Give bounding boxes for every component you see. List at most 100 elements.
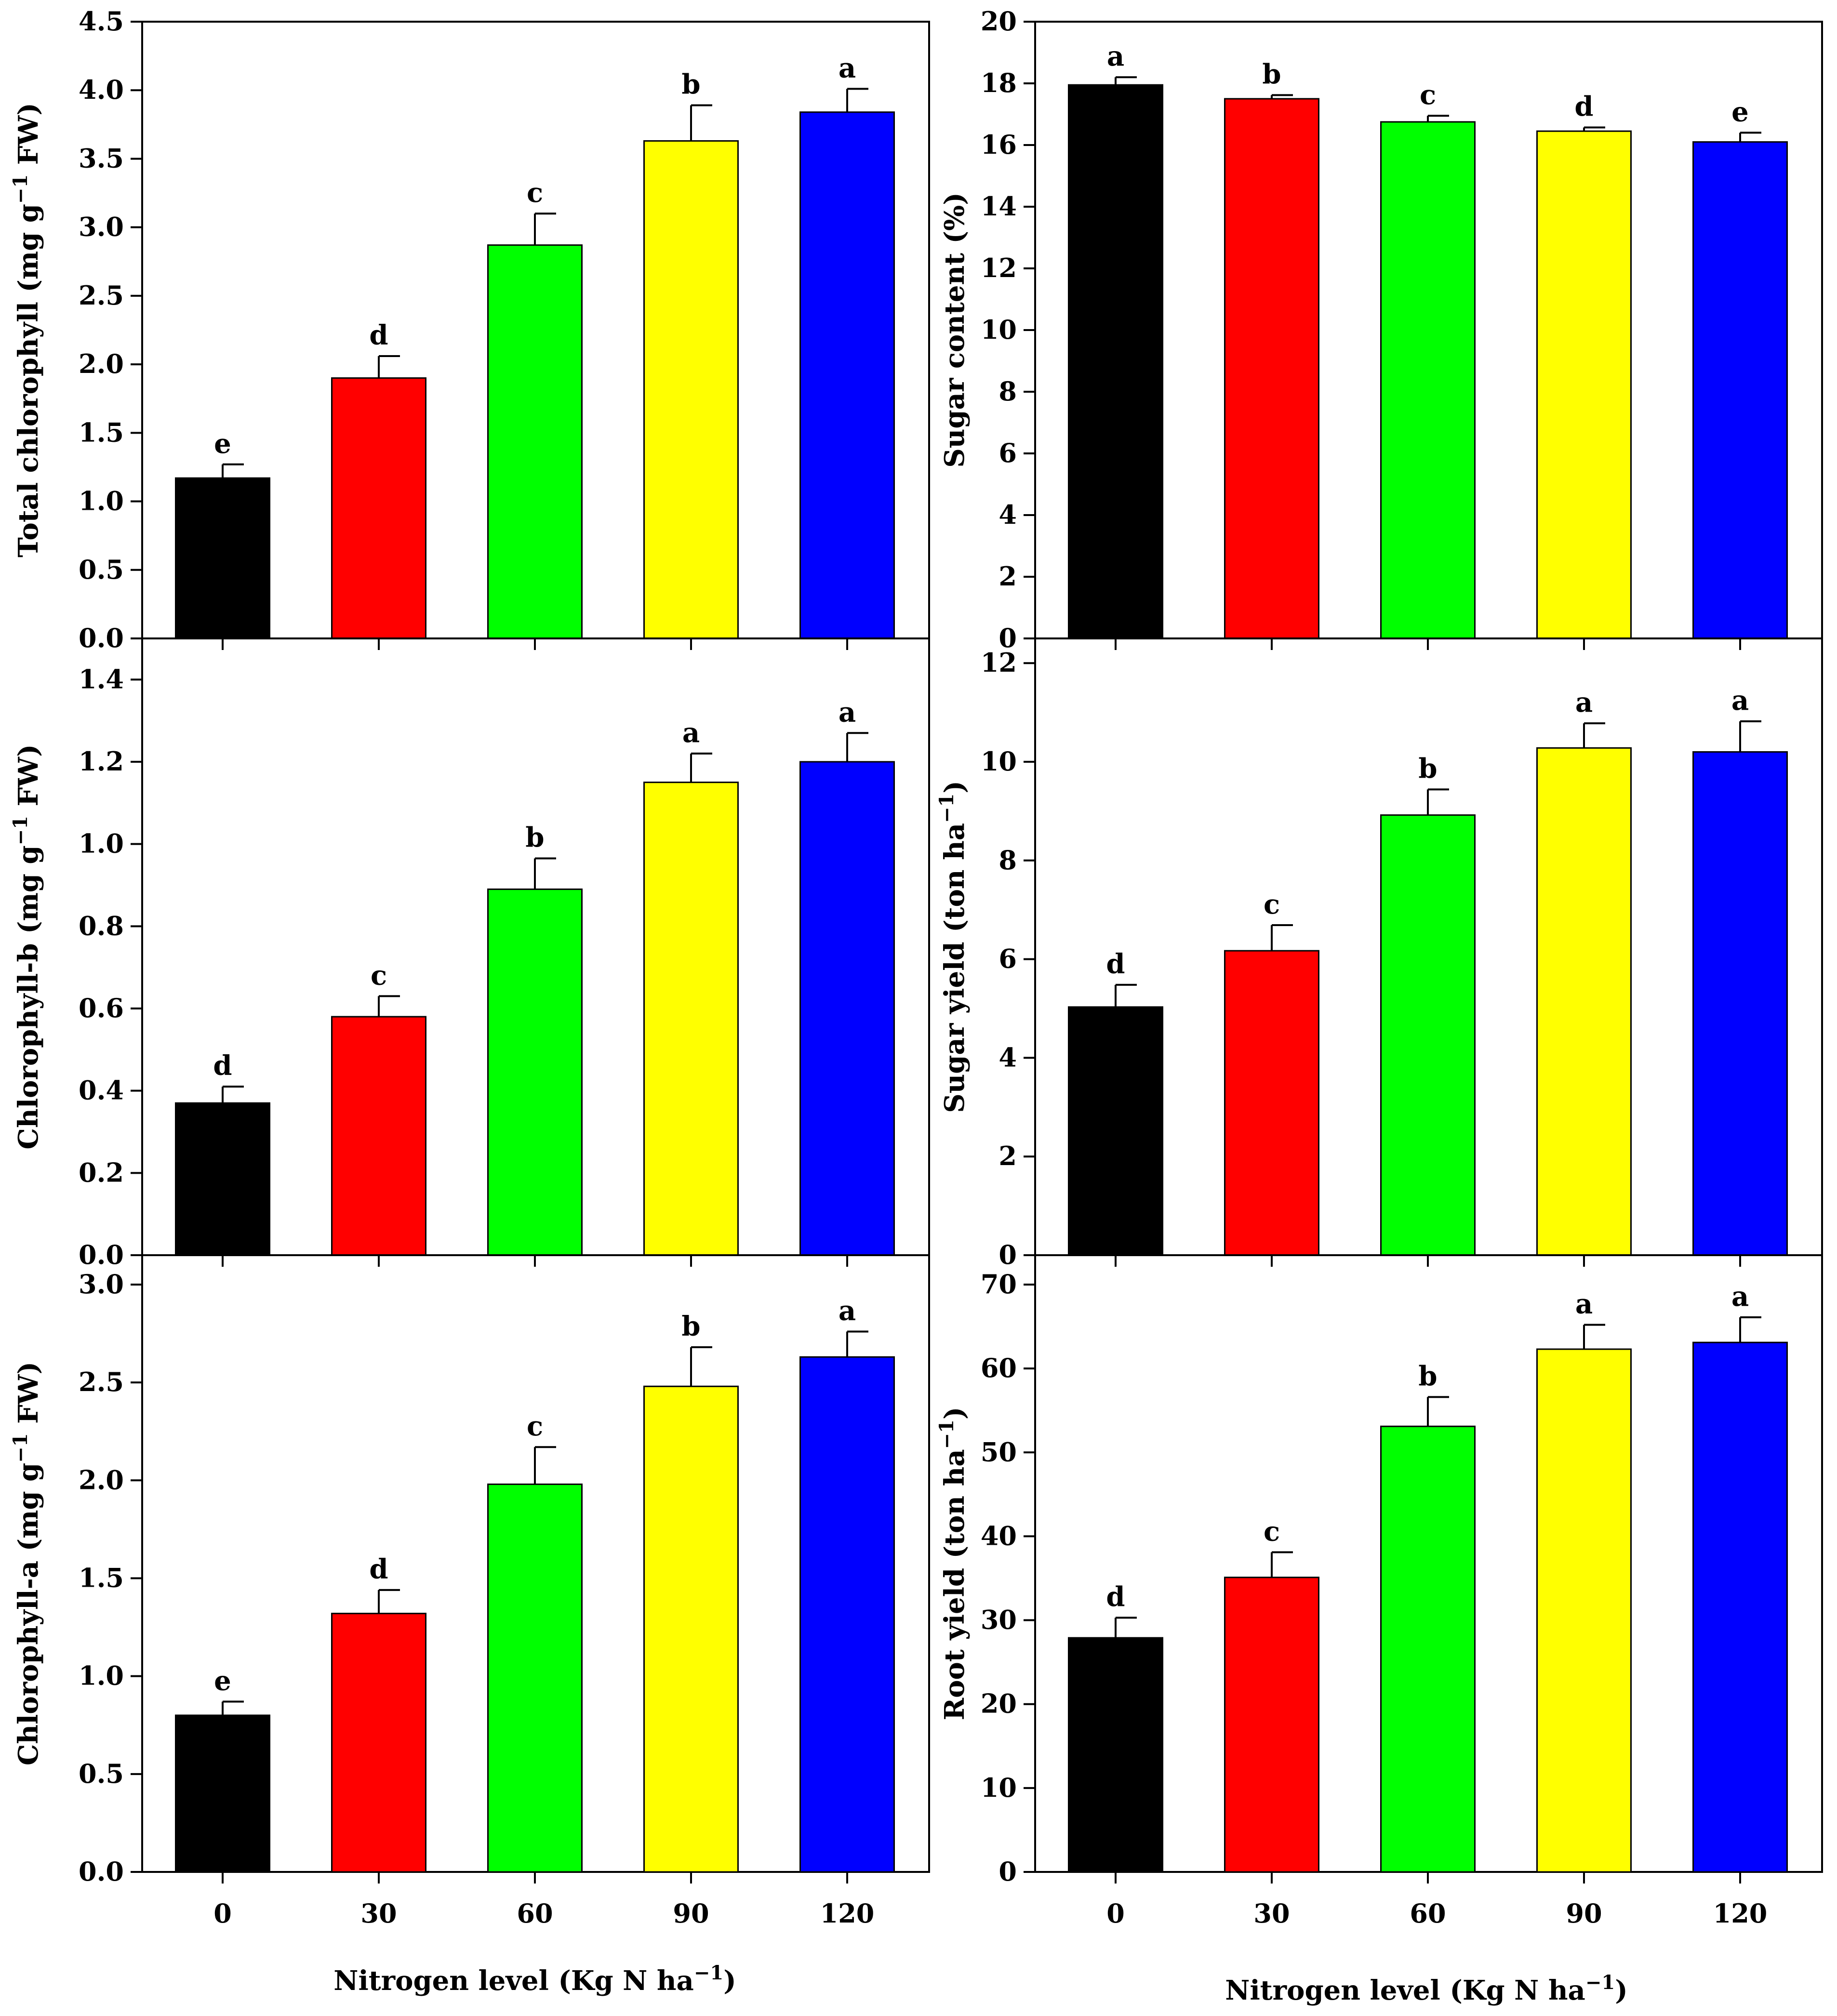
sugar-yield-y-axis-label-sup: −1 [935,794,958,823]
panel-sugar-content: 0 2 4 6 8 10 12 14 16 18 20 a b c d e Sugar content (%) [939,6,1823,653]
root-yield-y-tick-label: 70 [981,1269,1017,1300]
chlorophyll-b-y-tick-label: 0.0 [79,1239,124,1270]
chlorophyll-b-significance-letter-120: a [839,696,856,728]
chlorophyll-b-bar-0 [175,1102,270,1256]
sugar-content-bar-0 [1068,84,1163,639]
chlorophyll-a-y-tick-label: 2.5 [79,1366,124,1397]
sugar-yield-bar-30 [1224,950,1319,1256]
total-chlorophyll-y-axis-label-text: Total chlorophyll (mg g [13,204,44,557]
chlorophyll-a-x-tick-label-60: 60 [517,1898,553,1929]
sugar-content-y-tick-label: 6 [998,438,1017,468]
sugar-content-y-tick-label: 2 [998,561,1017,592]
sugar-yield-significance-letter-30: c [1264,889,1280,920]
sugar-yield-y-tick-label: 10 [981,746,1017,777]
chlorophyll-a-y-tick-label: 0.5 [79,1758,124,1789]
sugar-yield-y-tick-label: 8 [998,845,1017,875]
x-axis-label-right: Nitrogen level (Kg N ha−1) [1225,1971,1627,2006]
total-chlorophyll-y-tick-label: 4.0 [79,74,124,105]
chlorophyll-b-y-tick-label: 0.2 [79,1157,124,1188]
sugar-yield-y-axis-label-end: ) [939,781,971,794]
root-yield-y-axis-label: Root yield (ton ha−1) [935,1407,971,1721]
total-chlorophyll-y-axis-label-sup: −1 [9,174,32,204]
chlorophyll-b-y-axis-label-sup: −1 [9,816,32,845]
root-yield-y-axis-label-text: Root yield (ton ha [939,1449,971,1720]
sugar-content-significance-letter-90: d [1574,91,1593,123]
chlorophyll-a-y-axis-label: Chlorophyll-a (mg g−1 FW) [9,1362,44,1765]
chlorophyll-a-y-tick-label: 1.0 [79,1660,124,1691]
panel-chlorophyll-b: 0.0 0.2 0.4 0.6 0.8 1.0 1.2 1.4 d c b a a Chlorophyll… [9,637,930,1270]
chlorophyll-b-significance-letter-30: c [371,959,387,991]
chlorophyll-b-y-tick-label: 0.6 [79,993,124,1023]
sugar-content-significance-letter-120: e [1731,96,1749,128]
root-yield-x-tick-label-30: 30 [1253,1898,1290,1929]
total-chlorophyll-y-axis-label: Total chlorophyll (mg g−1 FW) [9,103,44,557]
total-chlorophyll-bar-0 [175,477,270,639]
chlorophyll-a-significance-letter-30: d [369,1553,388,1585]
sugar-content-y-tick-label: 14 [981,191,1017,222]
total-chlorophyll-y-axis-label-end: FW) [13,103,44,174]
sugar-content-y-tick-label: 4 [998,499,1017,530]
root-yield-significance-letter-0: d [1106,1581,1125,1613]
chlorophyll-b-significance-letter-60: b [525,822,544,854]
total-chlorophyll-significance-letter-90: b [681,69,700,101]
sugar-content-y-tick-label: 10 [981,314,1017,345]
total-chlorophyll-significance-letter-0: e [214,428,231,460]
x-axis-label-right-end: ) [1615,1975,1628,2006]
root-yield-bar-0 [1068,1637,1163,1873]
chlorophyll-a-y-axis-label-sup: −1 [9,1433,32,1462]
sugar-content-y-tick-label: 8 [998,376,1017,407]
root-yield-x-tick-label-60: 60 [1410,1898,1446,1929]
x-axis-label-left-end: ) [723,1965,736,1997]
chlorophyll-a-x-tick-label-30: 30 [360,1898,397,1929]
chlorophyll-a-x-tick-label-0: 0 [213,1898,232,1929]
total-chlorophyll-y-tick-label: 1.5 [79,417,124,448]
sugar-yield-bar-90 [1536,747,1632,1256]
root-yield-bar-30 [1224,1577,1319,1873]
sugar-content-significance-letter-30: b [1262,58,1281,90]
x-axis-label-left-text: Nitrogen level (Kg N ha [333,1965,694,1997]
chlorophyll-a-bar-0 [175,1714,270,1873]
sugar-yield-y-tick-label: 4 [998,1042,1017,1073]
sugar-content-bar-120 [1692,141,1788,639]
root-yield-bar-90 [1536,1348,1632,1873]
root-yield-bar-120 [1692,1341,1788,1873]
chlorophyll-a-y-tick-label: 3.0 [79,1269,124,1300]
chlorophyll-a-significance-letter-90: b [681,1311,700,1342]
sugar-content-significance-letter-0: a [1107,40,1124,72]
total-chlorophyll-y-tick-label: 0.5 [79,554,124,585]
sugar-content-bar-90 [1536,130,1632,639]
chlorophyll-a-significance-letter-60: c [527,1410,543,1442]
root-yield-y-tick-label: 30 [981,1605,1017,1635]
sugar-yield-bar-120 [1692,751,1788,1256]
root-yield-x-tick-label-120: 120 [1713,1898,1768,1929]
chlorophyll-a-significance-letter-120: a [839,1295,856,1326]
sugar-content-y-axis-label-text: Sugar content (%) [939,192,971,468]
panel-total-chlorophyll: 0.0 0.5 1.0 1.5 2.0 2.5 3.0 3.5 4.0 4.5 e d c b a Total… [9,6,930,653]
chlorophyll-b-bar-90 [643,782,739,1256]
chlorophyll-b-y-axis-label: Chlorophyll-b (mg g−1 FW) [9,744,44,1149]
chlorophyll-a-bar-90 [643,1385,739,1873]
chlorophyll-b-y-tick-label: 1.4 [79,663,124,694]
sugar-yield-significance-letter-0: d [1106,948,1125,980]
chlorophyll-b-y-tick-label: 1.0 [79,828,124,859]
total-chlorophyll-y-tick-label: 0.0 [79,623,124,653]
total-chlorophyll-bar-60 [487,244,583,639]
sugar-yield-y-tick-label: 12 [981,647,1017,678]
total-chlorophyll-y-tick-label: 4.5 [79,6,124,37]
root-yield-y-tick-label: 50 [981,1436,1017,1467]
sugar-content-y-tick-label: 0 [998,623,1017,653]
chlorophyll-b-y-axis-label-end: FW) [13,744,44,816]
total-chlorophyll-y-tick-label: 2.5 [79,280,124,311]
sugar-yield-significance-letter-120: a [1731,685,1749,716]
root-yield-y-tick-label: 20 [981,1688,1017,1719]
chlorophyll-b-significance-letter-0: d [213,1050,232,1082]
root-yield-y-tick-label: 60 [981,1353,1017,1383]
panels: 0.0 0.5 1.0 1.5 2.0 2.5 3.0 3.5 4.0 4.5 e d c b a Total… [9,6,1823,1929]
root-yield-x-tick-label-90: 90 [1566,1898,1602,1929]
total-chlorophyll-bar-30 [331,377,426,639]
total-chlorophyll-y-tick-label: 1.0 [79,486,124,517]
sugar-content-y-tick-label: 20 [981,6,1017,37]
panel-chlorophyll-a: 0.0 0.5 1.0 1.5 2.0 2.5 3.0 e 0 d 30 c 60 b 90 a 120 Chlo… [9,1254,930,1929]
root-yield-significance-letter-120: a [1731,1281,1749,1313]
